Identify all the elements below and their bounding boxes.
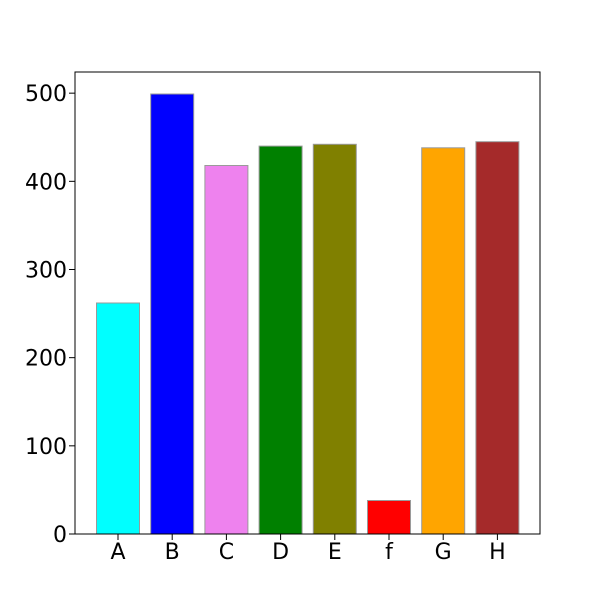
bar-c bbox=[204, 165, 249, 535]
bar-a bbox=[96, 302, 140, 535]
x-tick-label: C bbox=[219, 540, 234, 565]
x-tick-label: D bbox=[272, 540, 289, 565]
x-tick-label: H bbox=[489, 540, 506, 565]
y-tick-label: 300 bbox=[25, 258, 67, 283]
x-tick-label: f bbox=[385, 540, 394, 565]
plot-frame bbox=[74, 71, 541, 535]
x-tick-label: B bbox=[165, 540, 180, 565]
x-tick-label: E bbox=[328, 540, 342, 565]
bar-f bbox=[367, 500, 411, 535]
y-tick-label: 100 bbox=[25, 435, 67, 460]
y-tick-label: 400 bbox=[25, 170, 67, 195]
bar-e bbox=[312, 143, 357, 535]
bar-g bbox=[421, 147, 466, 535]
x-tick-label: G bbox=[435, 540, 452, 565]
y-tick-label: 200 bbox=[25, 347, 67, 372]
bar-b bbox=[150, 93, 195, 535]
y-tick-label: 500 bbox=[25, 82, 67, 107]
x-tick-label: A bbox=[110, 540, 125, 565]
bar-h bbox=[475, 141, 520, 535]
y-tick-label: 0 bbox=[53, 523, 67, 548]
bar-d bbox=[258, 145, 303, 535]
